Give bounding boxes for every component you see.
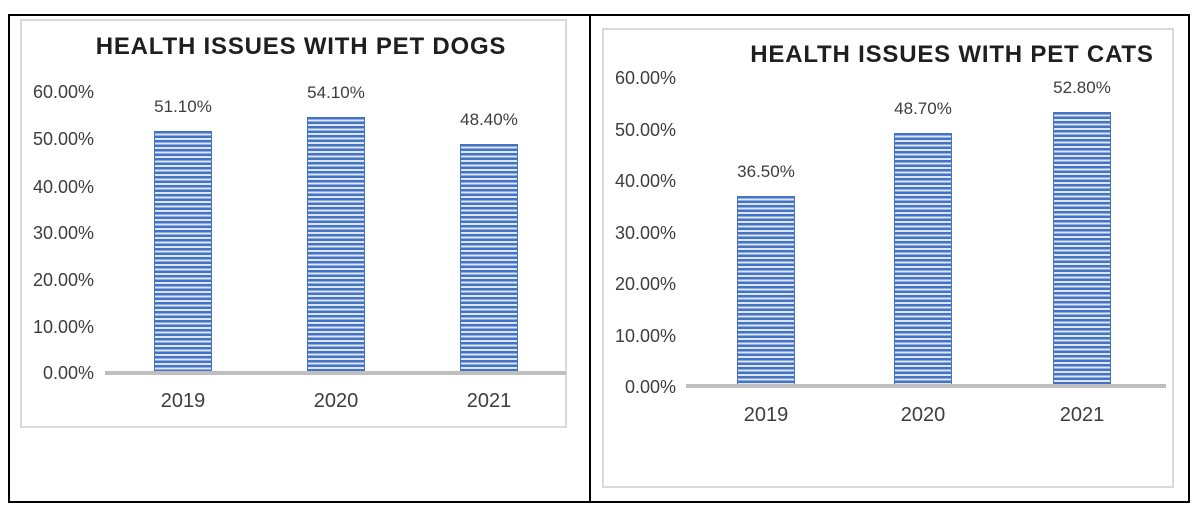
table-frame bbox=[8, 14, 1190, 503]
dogs-chart-border bbox=[20, 19, 567, 428]
cats-chart-border bbox=[602, 28, 1174, 488]
table-cell-divider bbox=[589, 14, 591, 503]
